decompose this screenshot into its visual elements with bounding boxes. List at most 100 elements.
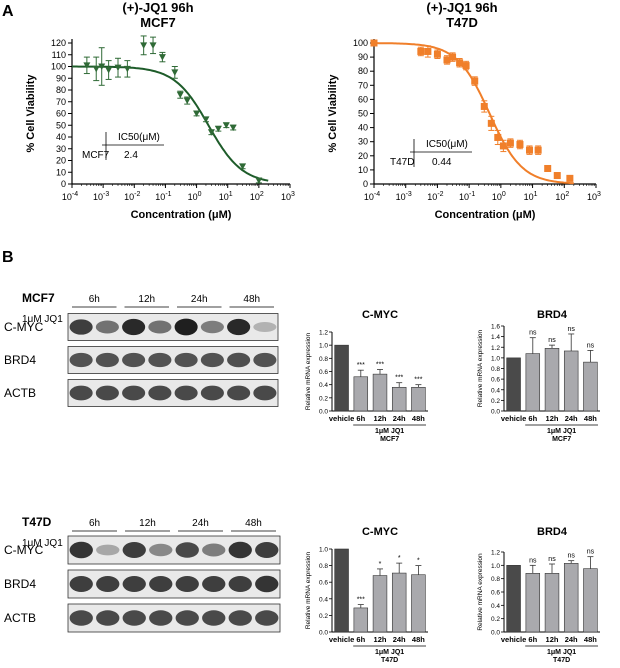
significance-label: ns <box>587 342 595 349</box>
y-tick-label: 40 <box>358 123 368 133</box>
cell-label: T47D <box>553 657 570 664</box>
blot-band <box>202 576 226 592</box>
bar-y-tick-label: 0.0 <box>491 630 500 637</box>
x-tick-label: 102 <box>250 191 264 202</box>
bar <box>525 353 541 412</box>
blot-band <box>69 541 93 559</box>
x-tick-exponent: -4 <box>374 191 380 198</box>
data-point <box>229 124 237 132</box>
bar-category-label: vehicle <box>501 635 526 644</box>
bar-category-label: 12h <box>374 635 387 644</box>
bar-y-tick-label: 0.4 <box>319 596 328 603</box>
data-point <box>239 163 247 170</box>
blot-band <box>253 322 277 332</box>
bar <box>583 568 598 633</box>
significance-label: *** <box>357 362 365 369</box>
data-point <box>516 141 524 149</box>
timepoint-label: 6h <box>89 294 100 305</box>
bar-category-label: 6h <box>528 414 537 423</box>
blot-band <box>122 610 146 626</box>
significance-label: ns <box>529 330 537 337</box>
blot-band <box>122 576 146 592</box>
cell-line-label: MCF7 <box>22 291 55 305</box>
cell-label: MCF7 <box>552 436 571 443</box>
x-tick-label: 103 <box>281 191 295 202</box>
bar-y-tick-label: 0.2 <box>491 398 500 405</box>
bar <box>353 607 369 633</box>
bar-chart-title: C-MYC <box>362 526 398 538</box>
bar <box>506 565 521 633</box>
blot-band <box>200 320 224 334</box>
group-label: 1μM JQ1 <box>547 428 576 435</box>
blot-band <box>148 352 172 368</box>
blot-band <box>148 320 172 334</box>
blot-band <box>149 543 173 557</box>
data-point <box>449 53 457 61</box>
blot-band <box>96 610 120 626</box>
bar <box>411 386 426 412</box>
blot-band <box>255 542 279 558</box>
y-tick-label: 120 <box>51 38 66 48</box>
x-tick-label: 10-4 <box>364 191 380 202</box>
x-tick-label: 103 <box>587 191 601 202</box>
ic50-header: IC50(μM) <box>118 132 160 143</box>
blot-band <box>202 610 226 626</box>
data-point <box>456 59 464 67</box>
bar-chart-mcf7-cmyc: C-MYC 0.0 0.2 0.4 0.6 0.8 1.0 1.2 Relative mRNA … <box>305 309 428 443</box>
blot-band <box>122 352 146 368</box>
bar <box>506 357 521 412</box>
bar <box>544 573 560 633</box>
bar-y-tick-label: 1.2 <box>319 330 328 337</box>
timepoint-label: 12h <box>138 294 155 305</box>
blot-band <box>200 385 224 401</box>
data-point <box>487 119 495 127</box>
bar-y-axis-label: Relative mRNA expression <box>477 329 484 407</box>
ic50-cell-line: MCF7 <box>82 150 110 161</box>
significance-label: ns <box>548 556 556 563</box>
bar-y-tick-label: 0.0 <box>319 409 328 416</box>
x-tick-label: 101 <box>524 191 538 202</box>
panel-subtitle: T47D <box>446 15 478 30</box>
bar-y-tick-label: 0.6 <box>319 369 328 376</box>
data-point <box>171 69 179 76</box>
data-point <box>149 42 157 49</box>
blot-band <box>95 385 119 401</box>
bar-y-tick-label: 1.2 <box>491 550 500 557</box>
bar-y-tick-label: 0.0 <box>491 409 500 416</box>
y-axis-label: % Cell Viability <box>25 74 37 153</box>
blot-band <box>122 385 146 401</box>
data-point <box>499 142 507 150</box>
x-axis-label: Concentration (μM) <box>131 209 232 221</box>
blot-band <box>175 542 199 558</box>
significance-label: ns <box>567 326 575 333</box>
data-point <box>98 63 106 70</box>
bar <box>583 361 598 412</box>
group-label: 1μM JQ1 <box>375 428 404 435</box>
bar-category-label: vehicle <box>329 414 354 423</box>
data-point <box>83 62 91 69</box>
y-axis-label: % Cell Viability <box>327 74 339 153</box>
blot-band <box>255 610 279 626</box>
x-tick-exponent: 3 <box>597 191 601 198</box>
bar-chart-mcf7-brd4: BRD4 0.0 0.2 0.4 0.6 0.8 1.0 1.2 1.4 1.6 Relative … <box>477 309 600 443</box>
x-tick-label: 101 <box>219 191 233 202</box>
x-tick-exponent: 0 <box>198 191 202 198</box>
x-tick-exponent: -2 <box>134 191 140 198</box>
data-point <box>202 116 210 123</box>
bar-y-tick-label: 0.8 <box>319 563 328 570</box>
significance-label: *** <box>395 375 403 382</box>
fit-curve <box>72 65 269 182</box>
y-tick-label: 110 <box>52 50 66 60</box>
bar <box>334 344 349 412</box>
y-tick-label: 40 <box>56 132 66 142</box>
blot-band <box>228 576 252 592</box>
dose-response-mcf7: (+)-JQ1 96hMCF70102030405060708090100110… <box>25 0 295 221</box>
blot-band <box>69 319 93 335</box>
protein-label: C-MYC <box>4 320 44 334</box>
significance-label: * <box>417 558 420 565</box>
y-tick-label: 100 <box>51 62 66 72</box>
bar <box>563 563 579 633</box>
protein-label: ACTB <box>4 386 36 400</box>
data-point <box>207 129 215 136</box>
blot-band <box>148 385 172 401</box>
